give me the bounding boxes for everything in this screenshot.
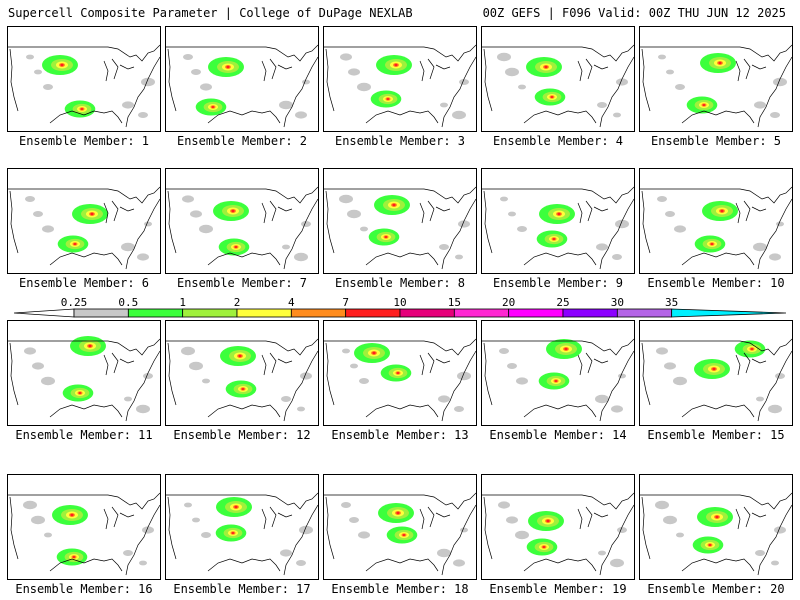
ensemble-member-map <box>323 474 477 580</box>
ensemble-member-label: Ensemble Member: 7 <box>176 276 308 290</box>
legend-swatch <box>236 308 292 318</box>
legend-threshold-label: 0.5 <box>118 297 138 309</box>
ensemble-member-label: Ensemble Member: 4 <box>492 134 624 148</box>
ensemble-member-label: Ensemble Member: 14 <box>489 428 627 442</box>
ensemble-member-label: Ensemble Member: 3 <box>334 134 466 148</box>
legend-swatch <box>290 308 347 318</box>
ensemble-member-label: Ensemble Member: 5 <box>650 134 782 148</box>
legend-swatch <box>127 308 184 318</box>
legend-threshold-label: 0.25 <box>61 297 88 309</box>
ensemble-member-label: Ensemble Member: 8 <box>334 276 466 290</box>
ensemble-member-map <box>323 320 477 426</box>
ensemble-member-map <box>165 26 319 132</box>
ensemble-member-map <box>481 320 635 426</box>
ensemble-member-label: Ensemble Member: 15 <box>647 428 785 442</box>
legend-threshold-label: 2 <box>234 297 241 309</box>
ensemble-member-label: Ensemble Member: 20 <box>647 582 785 596</box>
ensemble-member-map <box>639 168 793 274</box>
ensemble-member-label: Ensemble Member: 17 <box>173 582 311 596</box>
legend-swatch <box>182 308 238 318</box>
ensemble-member-label: Ensemble Member: 19 <box>489 582 627 596</box>
color-legend: 0.25 0.5 1 2 4 7 10 15 20 25 30 35 <box>14 297 786 321</box>
ensemble-member-map <box>165 168 319 274</box>
legend-swatch <box>453 308 510 318</box>
page-title: Supercell Composite Parameter | College … <box>8 6 413 20</box>
ensemble-member-map <box>639 320 793 426</box>
ensemble-member-label: Ensemble Member: 9 <box>492 276 624 290</box>
ensemble-member-map <box>7 320 161 426</box>
ensemble-member-map <box>639 26 793 132</box>
ensemble-member-label: Ensemble Member: 11 <box>15 428 153 442</box>
legend-swatch <box>508 308 564 318</box>
ensemble-member-map <box>7 168 161 274</box>
legend-swatch <box>671 308 786 318</box>
ensemble-member-map <box>7 474 161 580</box>
ensemble-member-label: Ensemble Member: 6 <box>18 276 150 290</box>
legend-threshold-label: 7 <box>342 297 349 309</box>
ensemble-member-map <box>639 474 793 580</box>
ensemble-member-map <box>7 26 161 132</box>
ensemble-member-label: Ensemble Member: 13 <box>331 428 469 442</box>
legend-threshold-label: 1 <box>179 297 186 309</box>
ensemble-member-map <box>481 168 635 274</box>
legend-threshold-label: 25 <box>556 297 569 309</box>
legend-swatch <box>616 308 673 318</box>
ensemble-member-map <box>323 26 477 132</box>
ensemble-member-map <box>165 474 319 580</box>
ensemble-member-label: Ensemble Member: 12 <box>173 428 311 442</box>
legend-swatch <box>562 308 618 318</box>
ensemble-member-label: Ensemble Member: 18 <box>331 582 469 596</box>
ensemble-member-map <box>481 474 635 580</box>
legend-threshold-label: 15 <box>448 297 461 309</box>
legend-threshold-label: 4 <box>288 297 295 309</box>
ensemble-member-label: Ensemble Member: 1 <box>18 134 150 148</box>
ensemble-member-map <box>481 26 635 132</box>
legend-swatch <box>73 308 129 318</box>
ensemble-member-map <box>323 168 477 274</box>
ensemble-member-label: Ensemble Member: 2 <box>176 134 308 148</box>
legend-threshold-label: 20 <box>502 297 515 309</box>
legend-swatch <box>345 308 401 318</box>
ensemble-member-map <box>165 320 319 426</box>
legend-threshold-label: 10 <box>393 297 406 309</box>
legend-below-arrow <box>14 308 75 318</box>
ensemble-member-label: Ensemble Member: 16 <box>15 582 153 596</box>
legend-swatch <box>399 308 455 318</box>
legend-threshold-label: 35 <box>665 297 678 309</box>
ensemble-member-label: Ensemble Member: 10 <box>647 276 785 290</box>
run-info: 00Z GEFS | F096 Valid: 00Z THU JUN 12 20… <box>482 6 786 20</box>
legend-threshold-label: 30 <box>611 297 624 309</box>
